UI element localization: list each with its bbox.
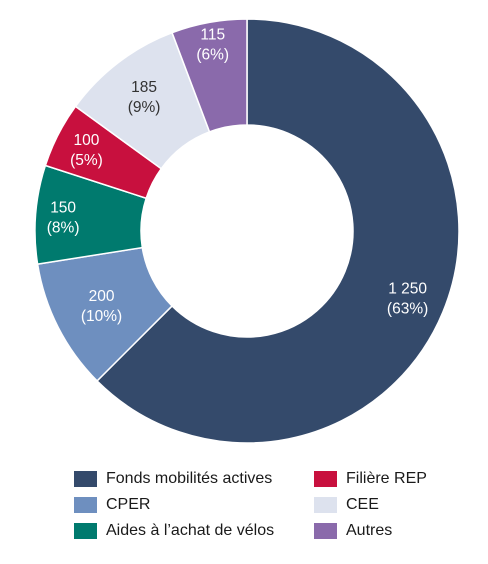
legend-label: Aides à l’achat de vélos <box>106 522 275 539</box>
legend-label: CEE <box>346 496 379 513</box>
slice-value-label: 1 250 <box>388 281 427 298</box>
donut-slice <box>171 18 248 133</box>
slice-value-label: 150 <box>50 200 76 217</box>
legend-item-cper: CPER <box>74 496 314 514</box>
legend-label: Filière REP <box>346 470 427 487</box>
slice-percent-label: (5%) <box>70 152 103 169</box>
legend-label: Autres <box>346 522 393 539</box>
legend-item-autres: Autres <box>314 522 392 540</box>
slice-value-label: 100 <box>74 132 100 149</box>
legend-swatch <box>314 471 337 487</box>
slice-percent-label: (8%) <box>47 220 80 237</box>
legend-swatch <box>74 523 97 539</box>
legend-item-filiere-rep: Filière REP <box>314 470 427 488</box>
legend-row: Aides à l’achat de vélos Autres <box>74 518 474 544</box>
slice-percent-label: (6%) <box>196 46 229 63</box>
legend-swatch <box>74 497 97 513</box>
slice-percent-label: (10%) <box>81 308 122 325</box>
legend-label: CPER <box>106 496 151 513</box>
legend-item-cee: CEE <box>314 496 379 514</box>
legend-item-fonds-mobilites-actives: Fonds mobilités actives <box>74 470 314 488</box>
slice-value-label: 185 <box>131 79 157 96</box>
legend-swatch <box>314 497 337 513</box>
legend-swatch <box>74 471 97 487</box>
legend-label: Fonds mobilités actives <box>106 470 273 487</box>
legend-item-aides-achat-velos: Aides à l’achat de vélos <box>74 522 314 540</box>
legend: Fonds mobilités actives Filière REP CPER… <box>74 466 474 544</box>
legend-row: Fonds mobilités actives Filière REP <box>74 466 474 492</box>
slice-value-label: 200 <box>89 288 115 305</box>
legend-row: CPER CEE <box>74 492 474 518</box>
slice-value-label: 115 <box>200 26 225 43</box>
slice-percent-label: (9%) <box>128 99 161 116</box>
legend-swatch <box>314 523 337 539</box>
donut-slice <box>96 18 460 444</box>
slice-percent-label: (63%) <box>387 301 428 318</box>
